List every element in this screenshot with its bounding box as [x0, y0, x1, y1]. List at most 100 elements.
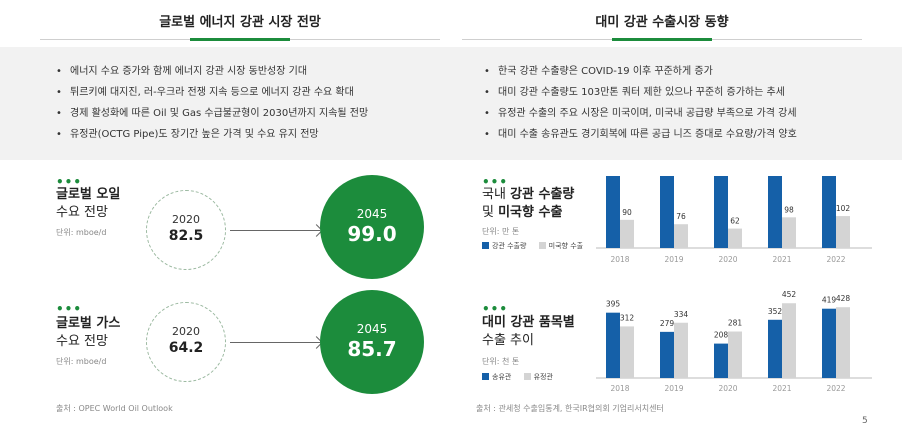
summary-band: 에너지 수요 증가와 함께 에너지 강관 시장 동반성장 기대 튀르키예 대지진…: [0, 47, 902, 160]
header-accent-bar: [190, 38, 290, 41]
oil-from-year: 2020: [172, 213, 200, 226]
tick-label: 2022: [826, 384, 845, 393]
legend-item: 송유관: [482, 373, 511, 381]
oil-title-line1: 글로벌 오일: [56, 187, 121, 202]
bar-octg: [728, 331, 742, 378]
oil-unit: 단위: mboe/d: [56, 228, 107, 237]
oil-to-year: 2045: [356, 207, 388, 221]
gas-to-value: 85.7: [347, 337, 397, 361]
data-label: 208: [714, 331, 729, 340]
section-dots: •••: [482, 302, 509, 316]
data-label: 281: [728, 319, 743, 328]
bullet-item: 유정관(OCTG Pipe)도 장기간 높은 가격 및 수요 유지 전망: [56, 124, 368, 145]
bullet-item: 경제 활성화에 따른 Oil 및 Gas 수급불균형이 2030년까지 지속될 …: [56, 103, 368, 124]
product-unit: 단위: 천 톤: [482, 357, 520, 366]
export-unit: 단위: 만 톤: [482, 227, 520, 236]
export-title-bold2: 미국향 수출: [498, 205, 563, 220]
export-title-prefix2: 및: [482, 205, 499, 220]
export-panel-title: 국내 강관 수출량 및 미국향 수출: [482, 186, 574, 222]
bar-oil-pipeline: [606, 312, 620, 378]
right-source-note: 출처 : 관세청 수출입통계, 한국IR협의회 기업리서치센터: [476, 404, 664, 413]
data-label: 419: [822, 296, 837, 305]
legend-item: 강관 수출량: [482, 242, 526, 250]
bullet-item: 튀르키예 대지진, 러-우크라 전쟁 지속 등으로 에너지 강관 수요 확대: [56, 82, 368, 103]
gas-unit: 단위: mboe/d: [56, 357, 107, 366]
product-title-bold: 대미 강관 품목별: [482, 315, 575, 330]
legend-label: 강관 수출량: [492, 242, 527, 250]
gas-2020-circle: 2020 64.2: [146, 302, 226, 382]
product-title-line2: 수출 추이: [482, 333, 534, 348]
data-label: 76: [676, 212, 686, 221]
bar-us-export: [620, 219, 634, 248]
bar-octg: [782, 303, 796, 378]
data-label: 62: [730, 217, 740, 226]
oil-from-value: 82.5: [168, 228, 204, 244]
left-source-note: 출처 : OPEC World Oil Outlook: [56, 404, 173, 413]
section-dots: •••: [482, 175, 509, 189]
legend-label: 유정관: [533, 373, 553, 381]
arrow-right-icon: [230, 230, 320, 231]
legend-label: 송유관: [492, 373, 512, 381]
legend-label: 미국향 수출: [548, 242, 584, 250]
bar-steel-pipe-export: [822, 176, 836, 248]
oil-panel-title: 글로벌 오일 수요 전망: [56, 186, 120, 222]
gas-from-year: 2020: [172, 325, 200, 338]
bar-oil-pipeline: [822, 308, 836, 378]
bullet-item: 대미 강관 수출량도 103만톤 쿼터 제한 있으나 꾸준히 증가하는 추세: [484, 82, 797, 103]
data-label: 312: [620, 313, 635, 322]
right-bullet-list: 한국 강관 수출량은 COVID-19 이후 꾸준하게 증가 대미 강관 수출량…: [484, 61, 797, 145]
bullet-item: 대미 수출 송유관도 경기회복에 따른 공급 니즈 증대로 수요량/가격 양호: [484, 124, 797, 145]
bar-steel-pipe-export: [660, 176, 674, 248]
bar-us-export: [674, 224, 688, 248]
export-legend: 강관 수출량 미국향 수출: [482, 241, 593, 251]
data-label: 428: [836, 294, 851, 303]
bullet-item: 에너지 수요 증가와 함께 에너지 강관 시장 동반성장 기대: [56, 61, 368, 82]
tick-label: 2018: [610, 384, 629, 393]
right-section-title: 대미 강관 수출시장 동향: [595, 15, 729, 30]
header-accent-bar: [612, 38, 712, 41]
tick-label: 2020: [718, 384, 737, 393]
page-number: 5: [862, 416, 868, 426]
oil-to-value: 99.0: [347, 222, 397, 246]
data-label: 102: [836, 204, 851, 213]
bar-octg: [620, 326, 634, 378]
data-label: 395: [606, 300, 621, 309]
arrow-right-icon: [230, 342, 320, 343]
tick-label: 2022: [826, 255, 845, 264]
tick-label: 2021: [772, 255, 791, 264]
export-bar-chart: 90 2018 76 2019 62 2020 98 2021 102 2022: [596, 176, 872, 264]
bar-oil-pipeline: [768, 319, 782, 378]
oil-2045-circle: 2045 99.0: [320, 175, 424, 279]
legend-swatch: [482, 373, 489, 380]
left-section-header: 글로벌 에너지 강관 시장 전망: [40, 8, 440, 41]
data-label: 334: [674, 310, 689, 319]
data-label: 352: [768, 307, 783, 316]
product-legend: 송유관 유정관: [482, 372, 563, 382]
bar-oil-pipeline: [660, 331, 674, 378]
bar-us-export: [728, 228, 742, 248]
legend-swatch: [482, 242, 489, 249]
data-label: 279: [660, 319, 675, 328]
bar-oil-pipeline: [714, 343, 728, 378]
left-section-title: 글로벌 에너지 강관 시장 전망: [159, 15, 321, 30]
bar-octg: [836, 307, 850, 378]
legend-swatch: [538, 242, 546, 249]
oil-2020-circle: 2020 82.5: [146, 190, 226, 270]
bullet-item: 유정관 수출의 주요 시장은 미국이며, 미국내 공급량 부족으로 가격 강세: [484, 103, 797, 124]
bullet-item: 한국 강관 수출량은 COVID-19 이후 꾸준하게 증가: [484, 61, 797, 82]
bar-steel-pipe-export: [768, 176, 782, 248]
data-label: 98: [784, 205, 794, 214]
right-section-header: 대미 강관 수출시장 동향: [462, 8, 862, 41]
left-bullet-list: 에너지 수요 증가와 함께 에너지 강관 시장 동반성장 기대 튀르키예 대지진…: [56, 61, 368, 145]
bar-steel-pipe-export: [606, 176, 620, 248]
tick-label: 2021: [772, 384, 791, 393]
product-panel-title: 대미 강관 품목별 수출 추이: [482, 314, 575, 350]
data-label: 90: [622, 208, 632, 217]
gas-2045-circle: 2045 85.7: [320, 290, 424, 394]
section-dots: •••: [56, 175, 83, 189]
legend-item: 미국향 수출: [538, 242, 584, 250]
tick-label: 2019: [664, 384, 683, 393]
bar-us-export: [782, 217, 796, 248]
gas-title-line2: 수요 전망: [56, 334, 108, 349]
